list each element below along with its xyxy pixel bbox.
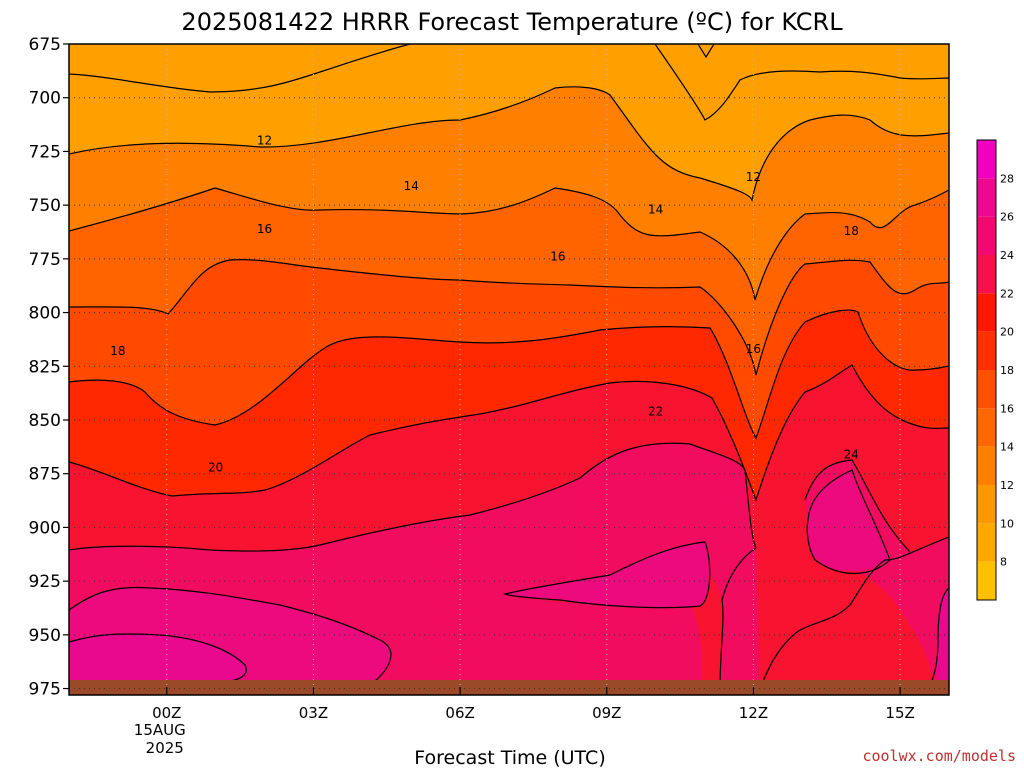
colorbar-tick-label: 20 [1000,326,1014,339]
contour-label: 12 [746,170,761,184]
x-tick-label: 03Z [299,704,328,722]
contour-22-c [759,536,949,691]
fill-band-24-26-right [807,470,890,571]
grid [69,44,949,695]
x-tick-label: 12Z [739,704,768,722]
contour-label: 16 [550,250,565,264]
x-axis-label: Forecast Time (UTC) [414,747,605,768]
y-tick-label: 800 [29,304,61,324]
contour-label: 12 [257,134,272,148]
contour-24-mid [503,541,711,609]
colorbar-swatch [977,255,996,294]
contour-26-right [929,587,949,686]
colorbar-tick-label: 26 [1000,211,1014,224]
colorbar-tick-label: 16 [1000,402,1014,415]
colorbar-tick-label: 28 [1000,172,1014,185]
contour-24-left [69,586,392,686]
x-date-line2: 2025 [146,739,184,757]
colorbar-swatch [977,485,996,524]
y-tick-label: 825 [29,357,61,377]
contour-20 [69,364,949,502]
colorbar: 8 10 12 14 16 18 20 22 24 26 28 [976,139,1014,601]
contour-10-c [697,44,715,59]
contour-12 [69,86,949,203]
colorbar-swatch [977,561,996,600]
contour-26-left [69,633,247,683]
contour-22 [69,442,757,552]
chart-title: 2025081422 HRRR Forecast Temperature (ºC… [181,8,843,36]
contour-22-b [719,547,757,691]
x-tick-label: 15Z [885,704,914,722]
colorbar-tick-label: 12 [1000,479,1014,492]
colorbar-tick-label: 8 [1000,556,1007,569]
fill-band-24-26-mid [505,542,710,608]
y-tick-label: 775 [29,250,61,270]
colorbar-tick-label: 24 [1000,249,1014,262]
contour-label: 20 [208,460,223,474]
x-tick-label: 09Z [592,704,621,722]
credit-text[interactable]: coolwx.com/models [862,747,1016,765]
contour-label: 22 [648,404,663,418]
colorbar-tick-label: 10 [1000,517,1014,530]
y-tick-label: 875 [29,465,61,485]
y-tick-label: 950 [29,626,61,646]
colorbar-swatch [977,178,996,217]
colorbar-swatch [977,523,996,562]
x-tick-label: 00Z [152,704,181,722]
contour-label: 18 [844,224,859,238]
contour-24-right [806,469,891,575]
colorbar-frame [976,139,997,601]
colorbar-swatch [977,446,996,485]
y-tick-label: 725 [29,142,61,162]
x-date-line1: 15AUG [134,721,186,739]
y-axis: 675 700 725 750 775 800 825 850 875 900 925 950 975 [29,35,69,700]
contour-18 [69,309,949,440]
colorbar-swatch [977,293,996,332]
contour-10-b [654,44,949,121]
y-tick-label: 700 [29,89,61,109]
contour-label: 16 [746,342,761,356]
y-tick-label: 975 [29,680,61,700]
y-tick-label: 900 [29,518,61,538]
colorbar-tick-label: 14 [1000,441,1014,454]
plot-frame [68,43,950,696]
y-tick-label: 925 [29,572,61,592]
contour-22-d [804,459,911,553]
colorbar-swatch [977,370,996,409]
contour-10 [69,44,411,93]
x-tick-label: 06Z [445,704,474,722]
colorbar-swatch [977,216,996,255]
contour-label: 18 [110,344,125,358]
contour-label-layer: 12 12 14 14 16 16 16 18 18 20 22 24 [110,134,859,475]
contour-label: 14 [404,179,419,193]
colorbar-swatch [977,140,996,179]
fill-band-26-28-left [69,633,247,684]
y-tick-label: 750 [29,196,61,216]
colorbar-tick-label: 22 [1000,287,1014,300]
contour-label: 16 [257,222,272,236]
colorbar-swatch [977,408,996,447]
contour-label: 14 [648,202,663,216]
ground [69,680,949,695]
contour-label: 24 [844,447,859,461]
y-tick-label: 675 [29,35,61,55]
colorbar-tick-label: 18 [1000,364,1014,377]
contour-14 [69,187,949,301]
colorbar-swatch [977,331,996,370]
contour-16 [69,259,949,376]
contour-lines [69,44,949,691]
plot-area [69,44,949,695]
y-tick-label: 850 [29,411,61,431]
